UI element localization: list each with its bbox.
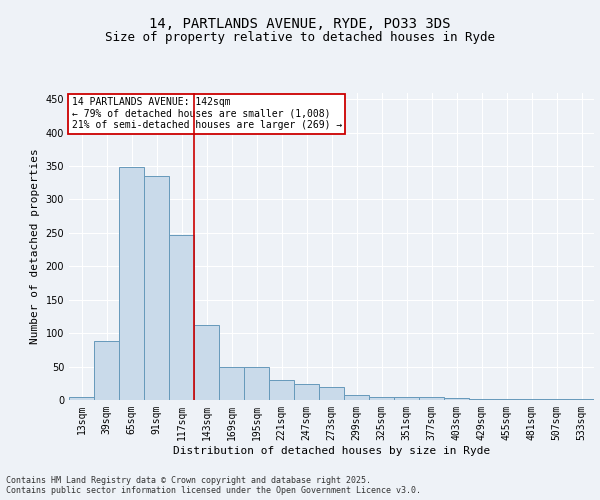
Bar — [169, 235, 194, 400]
Bar — [119, 168, 144, 400]
Y-axis label: Number of detached properties: Number of detached properties — [30, 148, 40, 344]
Text: Size of property relative to detached houses in Ryde: Size of property relative to detached ho… — [105, 31, 495, 44]
Bar — [219, 367, 244, 400]
Text: Contains HM Land Registry data © Crown copyright and database right 2025.
Contai: Contains HM Land Registry data © Crown c… — [6, 476, 421, 495]
Bar — [319, 388, 344, 400]
Text: 14, PARTLANDS AVENUE, RYDE, PO33 3DS: 14, PARTLANDS AVENUE, RYDE, PO33 3DS — [149, 18, 451, 32]
Bar — [469, 398, 494, 400]
Bar — [269, 380, 294, 400]
Bar — [344, 394, 369, 400]
Bar — [144, 176, 169, 400]
Bar — [294, 384, 319, 400]
Text: 14 PARTLANDS AVENUE: 142sqm
← 79% of detached houses are smaller (1,008)
21% of : 14 PARTLANDS AVENUE: 142sqm ← 79% of det… — [71, 97, 342, 130]
Bar — [194, 325, 219, 400]
Bar — [244, 367, 269, 400]
Bar — [369, 396, 394, 400]
Bar — [394, 396, 419, 400]
Bar — [444, 398, 469, 400]
X-axis label: Distribution of detached houses by size in Ryde: Distribution of detached houses by size … — [173, 446, 490, 456]
Bar — [69, 396, 94, 400]
Bar — [94, 341, 119, 400]
Bar — [419, 398, 444, 400]
